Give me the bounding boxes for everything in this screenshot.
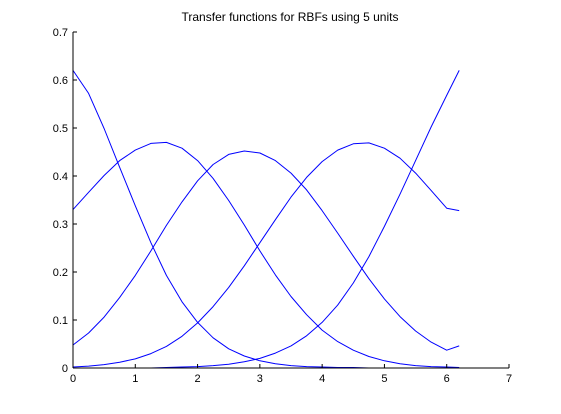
y-tick-label: 0.6	[53, 75, 68, 87]
x-tick-label: 0	[70, 373, 76, 385]
y-tick-label: 0.2	[53, 267, 68, 279]
x-tick-label: 1	[132, 373, 138, 385]
x-tick-label: 2	[195, 373, 201, 385]
y-tick-label: 0.3	[53, 219, 68, 231]
y-tick-label: 0.5	[53, 123, 68, 135]
x-tick-label: 6	[444, 373, 450, 385]
series-line-2	[72, 141, 460, 368]
series-line-5	[73, 70, 460, 369]
chart-title: Transfer functions for RBFs using 5 unit…	[182, 10, 399, 24]
y-tick-label: 0.7	[53, 27, 68, 39]
series-line-4	[72, 142, 460, 368]
series-line-3	[72, 150, 460, 351]
y-tick-label: 0.1	[53, 315, 68, 327]
x-tick-label: 3	[257, 373, 263, 385]
series-line-1	[72, 70, 460, 369]
y-tick-label: 0	[62, 363, 68, 375]
x-tick-label: 5	[381, 373, 387, 385]
y-tick-label: 0.4	[53, 171, 68, 183]
x-tick-label: 7	[506, 373, 512, 385]
plot-area: 0 1 2 3 4 5 6 7 0 0.1 0.2 0.3 0.4 0.5 0.6 0.7	[53, 27, 512, 385]
x-tick-label: 4	[319, 373, 325, 385]
